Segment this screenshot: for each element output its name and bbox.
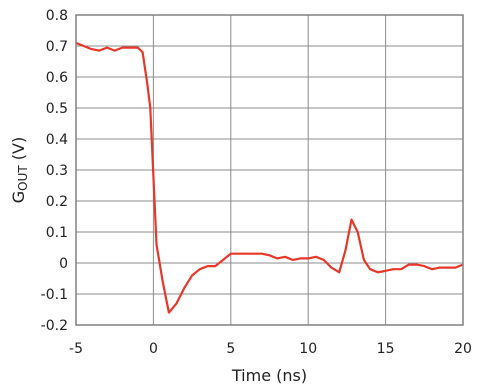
y-tick-label: 0 [59, 256, 68, 272]
y-tick-label: 0.8 [46, 8, 68, 24]
y-tick-label: 0.1 [46, 225, 68, 241]
plot-frame [75, 14, 464, 326]
y-axis-tick-labels: -0.2 -0.1 0 0.1 0.2 0.3 0.4 0.5 0.6 0.7 0.8 [41, 8, 68, 334]
y-axis-title-subscript: OUT [16, 165, 30, 191]
y-tick-label: 0.7 [46, 39, 68, 55]
x-tick-label: 0 [149, 341, 158, 357]
y-tick-label: -0.2 [41, 318, 68, 334]
y-tick-label: 0.2 [46, 194, 68, 210]
x-axis-title: Time (ns) [231, 366, 307, 385]
y-axis-title-unit: (V) [9, 137, 28, 166]
x-axis-tick-labels: -5 0 5 10 15 20 [69, 341, 472, 357]
y-tick-label: 0.3 [46, 163, 68, 179]
plot-area [75, 41, 464, 314]
x-tick-label: 20 [454, 341, 472, 357]
x-tick-label: 5 [226, 341, 235, 357]
gridlines [75, 14, 464, 326]
x-tick-label: -5 [69, 341, 83, 357]
x-tick-label: 15 [377, 341, 395, 357]
y-tick-label: -0.1 [41, 287, 68, 303]
series-line [75, 41, 464, 314]
y-axis-title-main: G [9, 191, 28, 203]
y-tick-label: 0.5 [46, 101, 68, 117]
y-tick-label: 0.4 [46, 132, 68, 148]
y-tick-label: 0.6 [46, 70, 68, 86]
y-axis-title: GOUT (V) [9, 137, 30, 203]
x-tick-label: 10 [299, 341, 317, 357]
